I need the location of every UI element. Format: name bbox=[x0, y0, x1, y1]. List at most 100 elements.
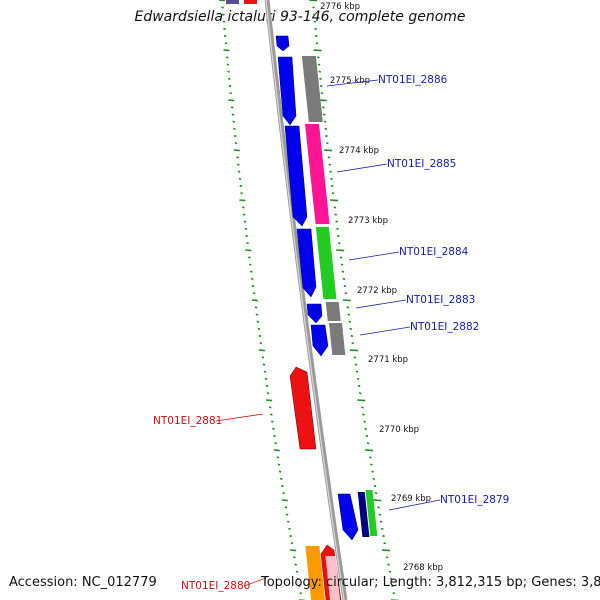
minor-tick-mark bbox=[314, 27, 317, 30]
minor-tick-mark bbox=[356, 377, 360, 380]
minor-tick-mark bbox=[251, 284, 255, 288]
minor-tick-mark bbox=[258, 334, 262, 338]
gene-label-2880[interactable]: NT01EI_2880 bbox=[181, 580, 250, 592]
minor-tick-mark bbox=[227, 77, 231, 80]
minor-tick-mark bbox=[237, 170, 241, 173]
minor-tick-mark bbox=[339, 256, 343, 259]
minor-tick-mark bbox=[330, 184, 334, 188]
leader-2880 bbox=[243, 577, 267, 587]
minor-tick-mark bbox=[392, 592, 396, 595]
gene-labels: NT01EI_2886 NT01EI_2885 NT01EI_2884 NT01… bbox=[153, 74, 509, 592]
minor-tick-mark bbox=[343, 284, 347, 288]
minor-tick-mark bbox=[315, 42, 319, 45]
minor-tick-mark bbox=[314, 34, 318, 38]
leader-2885 bbox=[336, 163, 388, 173]
minor-tick-mark bbox=[340, 263, 344, 266]
minor-tick-mark bbox=[249, 270, 253, 273]
minor-tick-mark bbox=[266, 392, 270, 395]
cds-forward-2883 bbox=[306, 303, 323, 324]
minor-tick-mark bbox=[348, 320, 352, 323]
gene-label-2882[interactable]: NT01EI_2882 bbox=[410, 321, 479, 333]
major-tick-mark bbox=[381, 549, 391, 552]
minor-tick-mark bbox=[364, 427, 368, 430]
major-tick-mark bbox=[251, 299, 259, 302]
gene-label-2884[interactable]: NT01EI_2884 bbox=[399, 246, 469, 258]
major-tick-mark bbox=[290, 549, 297, 552]
minor-tick-mark bbox=[225, 56, 229, 59]
minor-tick-mark bbox=[377, 506, 380, 509]
major-tick-mark bbox=[313, 49, 322, 52]
minor-tick-mark bbox=[353, 356, 357, 359]
minor-tick-mark bbox=[296, 577, 300, 580]
minor-tick-mark bbox=[319, 84, 323, 88]
minor-tick-mark bbox=[236, 156, 239, 159]
minor-tick-mark bbox=[334, 213, 338, 216]
minor-tick-mark bbox=[273, 434, 276, 438]
minor-tick-mark bbox=[363, 420, 366, 423]
feature-type-navy-2879 bbox=[357, 492, 370, 537]
gene-label-2879[interactable]: NT01EI_2879 bbox=[440, 494, 509, 506]
major-tick-mark bbox=[365, 449, 374, 452]
minor-tick-mark bbox=[264, 377, 268, 380]
minor-tick-mark bbox=[351, 342, 355, 345]
minor-tick-mark bbox=[365, 434, 369, 438]
minor-tick-mark bbox=[322, 113, 326, 116]
feature-type-pink-2885 bbox=[305, 124, 330, 224]
minor-tick-mark bbox=[312, 13, 316, 16]
tick-label-2769: 2769 kbp bbox=[391, 494, 431, 504]
minor-tick-mark bbox=[337, 234, 340, 238]
minor-tick-mark bbox=[286, 520, 290, 523]
gene-label-2883[interactable]: NT01EI_2883 bbox=[406, 294, 475, 306]
minor-tick-mark bbox=[347, 313, 351, 316]
minor-tick-mark bbox=[371, 470, 374, 473]
leader-2883 bbox=[355, 299, 407, 309]
minor-tick-mark bbox=[233, 127, 236, 130]
tick-label-2770: 2770 kbp bbox=[379, 425, 419, 435]
minor-tick-mark bbox=[276, 456, 280, 459]
minor-tick-mark bbox=[239, 184, 243, 188]
minor-tick-mark bbox=[233, 134, 237, 138]
minor-tick-mark bbox=[294, 563, 298, 566]
gene-label-2886[interactable]: NT01EI_2886 bbox=[378, 74, 448, 86]
minor-tick-mark bbox=[389, 577, 393, 580]
minor-tick-mark bbox=[263, 370, 267, 373]
major-tick-mark bbox=[281, 499, 288, 502]
minor-tick-mark bbox=[330, 177, 333, 180]
minor-tick-mark bbox=[256, 320, 260, 323]
gene-label-2885[interactable]: NT01EI_2885 bbox=[387, 158, 456, 170]
minor-tick-mark bbox=[358, 392, 362, 395]
minor-tick-mark bbox=[229, 92, 233, 95]
minor-tick-mark bbox=[228, 84, 232, 88]
cds-forward-2884 bbox=[296, 228, 317, 298]
minor-tick-mark bbox=[370, 463, 373, 466]
major-tick-mark bbox=[223, 49, 230, 52]
map-title: Edwardsiella ictaluri 93-146, complete g… bbox=[134, 9, 466, 25]
accession-text: Accession: NC_012779 bbox=[9, 575, 157, 590]
minor-tick-mark bbox=[259, 342, 263, 345]
major-tick-mark bbox=[373, 499, 382, 502]
minor-tick-mark bbox=[333, 206, 337, 209]
minor-tick-mark bbox=[357, 384, 361, 388]
minor-tick-mark bbox=[295, 570, 299, 573]
gene-label-2881[interactable]: NT01EI_2881 bbox=[153, 415, 222, 427]
minor-tick-mark bbox=[232, 120, 236, 123]
minor-tick-mark bbox=[277, 463, 281, 466]
minor-tick-mark bbox=[325, 142, 329, 145]
minor-tick-mark bbox=[293, 556, 296, 559]
minor-tick-mark bbox=[342, 277, 346, 280]
minor-tick-mark bbox=[282, 492, 285, 495]
minor-tick-mark bbox=[322, 106, 325, 109]
minor-tick-mark bbox=[252, 292, 256, 295]
feature-type-lightpink-2880 bbox=[325, 556, 341, 600]
minor-tick-mark bbox=[226, 63, 230, 66]
major-tick-mark bbox=[218, 0, 226, 2]
minor-tick-mark bbox=[257, 327, 261, 330]
minor-tick-mark bbox=[246, 242, 249, 245]
minor-tick-mark bbox=[349, 327, 353, 330]
cds-forward-small-top bbox=[275, 35, 290, 52]
minor-tick-mark bbox=[243, 220, 247, 223]
feature-type-gray-2886 bbox=[301, 56, 323, 122]
minor-tick-mark bbox=[327, 156, 331, 159]
tick-label-2768: 2768 kbp bbox=[403, 563, 443, 573]
minor-tick-mark bbox=[230, 106, 234, 109]
